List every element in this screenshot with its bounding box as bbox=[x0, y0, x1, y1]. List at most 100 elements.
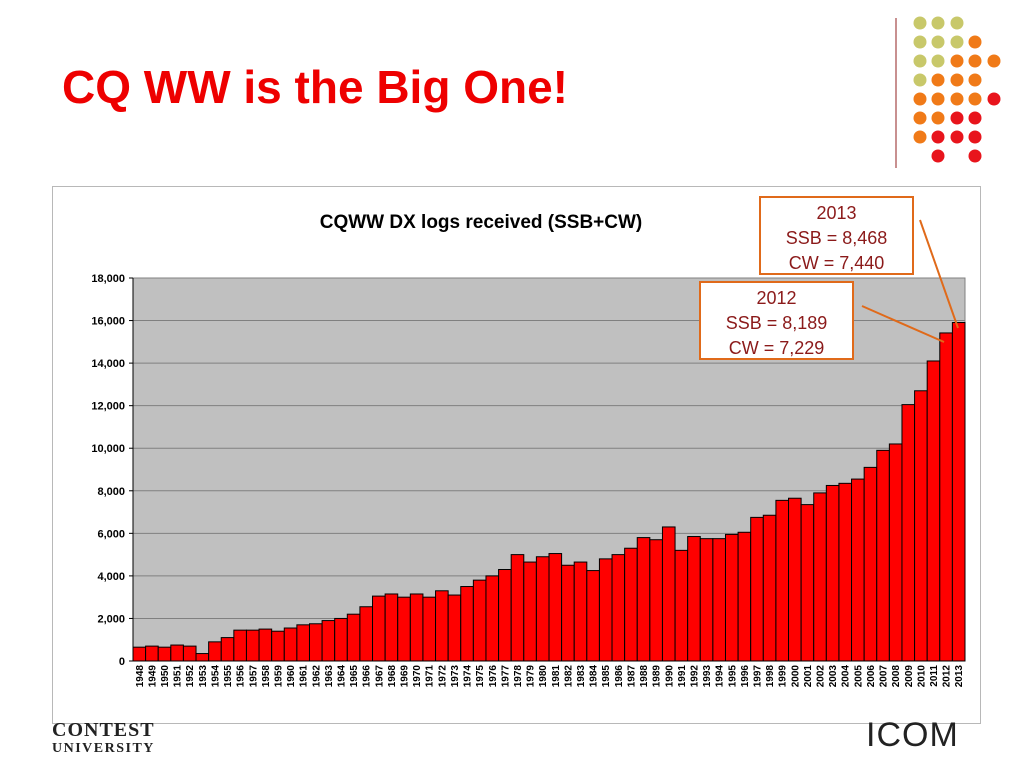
bar-1966 bbox=[359, 606, 374, 662]
bar-1997 bbox=[750, 516, 764, 662]
x-tick-label: 1994 bbox=[715, 665, 726, 688]
bar-1995 bbox=[724, 533, 739, 662]
bar-1993 bbox=[699, 538, 714, 662]
x-tick-label: 1997 bbox=[753, 665, 764, 688]
x-tick-label: 1961 bbox=[299, 665, 310, 688]
x-tick-label: 2010 bbox=[916, 665, 927, 688]
bar-1968 bbox=[384, 593, 399, 662]
x-tick-label: 1998 bbox=[765, 665, 776, 688]
x-tick-label: 1966 bbox=[362, 665, 373, 688]
x-tick-label: 2011 bbox=[929, 665, 940, 687]
bar-1954 bbox=[208, 641, 222, 662]
decorative-dot bbox=[950, 54, 964, 68]
y-tick-label: 6,000 bbox=[97, 528, 125, 540]
callout-2013-year: 2013 bbox=[816, 203, 857, 223]
divider-line bbox=[895, 18, 897, 168]
bar-1970 bbox=[409, 593, 424, 662]
x-tick-label: 2004 bbox=[841, 665, 852, 688]
x-tick-label: 1974 bbox=[463, 665, 474, 688]
callout-2012-ssb: SSB = 8,189 bbox=[725, 313, 828, 333]
x-tick-label: 1971 bbox=[425, 665, 436, 688]
bar-1991 bbox=[674, 549, 689, 662]
x-tick-label: 1985 bbox=[601, 665, 612, 688]
x-tick-label: 1973 bbox=[450, 665, 461, 688]
bar-1978 bbox=[510, 554, 525, 662]
x-tick-label: 1964 bbox=[337, 665, 348, 688]
bar-1972 bbox=[435, 590, 449, 662]
x-tick-label: 1982 bbox=[563, 665, 574, 688]
y-tick-label: 18,000 bbox=[91, 273, 125, 285]
x-tick-label: 2002 bbox=[816, 665, 827, 688]
bar-1948 bbox=[132, 646, 147, 662]
x-tick-label: 1975 bbox=[475, 665, 486, 688]
decorative-dot bbox=[950, 35, 964, 49]
x-tick-label: 2008 bbox=[891, 665, 902, 688]
x-tick-label: 2012 bbox=[942, 665, 953, 688]
x-tick-label: 1954 bbox=[210, 665, 221, 688]
x-tick-label: 1952 bbox=[185, 665, 196, 688]
y-tick-label: 4,000 bbox=[97, 571, 125, 583]
decorative-dot bbox=[931, 16, 945, 30]
x-tick-label: 2006 bbox=[866, 665, 877, 688]
x-tick-label: 2009 bbox=[904, 665, 915, 688]
x-tick-label: 1983 bbox=[576, 665, 587, 688]
decorative-dot bbox=[950, 111, 964, 125]
x-tick-label: 1955 bbox=[223, 665, 234, 688]
bar-1957 bbox=[245, 629, 260, 662]
x-tick-label: 1956 bbox=[236, 665, 247, 688]
decorative-dot-grid bbox=[913, 16, 1001, 163]
x-tick-label: 2003 bbox=[828, 665, 839, 688]
x-tick-label: 1976 bbox=[488, 665, 499, 688]
decorative-dot bbox=[931, 54, 945, 68]
callout-2012-cw: CW = 7,229 bbox=[728, 338, 825, 358]
x-tick-label: 1968 bbox=[387, 665, 398, 688]
x-tick-label: 1977 bbox=[500, 665, 511, 688]
bar-1985 bbox=[598, 558, 613, 662]
bar-1984 bbox=[586, 570, 600, 662]
x-tick-label: 1987 bbox=[626, 665, 637, 688]
x-tick-label: 2005 bbox=[853, 665, 864, 688]
decorative-dot bbox=[913, 35, 927, 49]
x-tick-label: 2000 bbox=[790, 665, 801, 688]
x-tick-label: 1989 bbox=[652, 665, 663, 688]
bar-1998 bbox=[762, 514, 777, 662]
bar-1989 bbox=[649, 539, 663, 662]
decorative-dot bbox=[968, 54, 982, 68]
bar-1950 bbox=[157, 646, 172, 662]
decorative-dot bbox=[950, 130, 964, 144]
bar-1986 bbox=[611, 554, 626, 662]
bar-1958 bbox=[258, 628, 273, 662]
bar-1974 bbox=[460, 586, 474, 662]
bar-1976 bbox=[485, 575, 500, 662]
decorative-dot bbox=[987, 54, 1001, 68]
bar-1956 bbox=[233, 629, 247, 662]
x-tick-label: 1972 bbox=[437, 665, 448, 688]
bar-1973 bbox=[447, 594, 462, 662]
decorative-dot bbox=[968, 111, 982, 125]
decorative-dot bbox=[931, 130, 945, 144]
bar-1965 bbox=[346, 613, 361, 662]
logo-contest-line2: UNIVERSITY bbox=[52, 741, 155, 756]
decorative-dot bbox=[913, 92, 927, 106]
callout-2013: 2013 SSB = 8,468 CW = 7,440 bbox=[759, 196, 914, 275]
x-tick-label: 1970 bbox=[412, 665, 423, 688]
callout-2013-cw: CW = 7,440 bbox=[788, 253, 885, 273]
bar-2009 bbox=[901, 404, 916, 662]
y-tick-label: 10,000 bbox=[91, 443, 125, 455]
bar-1953 bbox=[195, 653, 210, 662]
decorative-dot bbox=[931, 149, 945, 163]
x-tick-label: 1963 bbox=[324, 665, 335, 688]
decorative-dot bbox=[968, 130, 982, 144]
x-tick-label: 1960 bbox=[286, 665, 297, 688]
decorative-dot bbox=[968, 35, 982, 49]
x-tick-label: 1965 bbox=[349, 665, 360, 688]
decorative-dot bbox=[913, 54, 927, 68]
x-tick-label: 1967 bbox=[374, 665, 385, 688]
decorative-dot bbox=[913, 16, 927, 30]
x-tick-label: 1959 bbox=[273, 665, 284, 688]
x-tick-label: 1969 bbox=[400, 665, 411, 688]
y-tick-label: 8,000 bbox=[97, 486, 125, 498]
decorative-dot bbox=[913, 111, 927, 125]
chart-title: CQWW DX logs received (SSB+CW) bbox=[320, 212, 643, 233]
x-tick-label: 1957 bbox=[248, 665, 259, 688]
